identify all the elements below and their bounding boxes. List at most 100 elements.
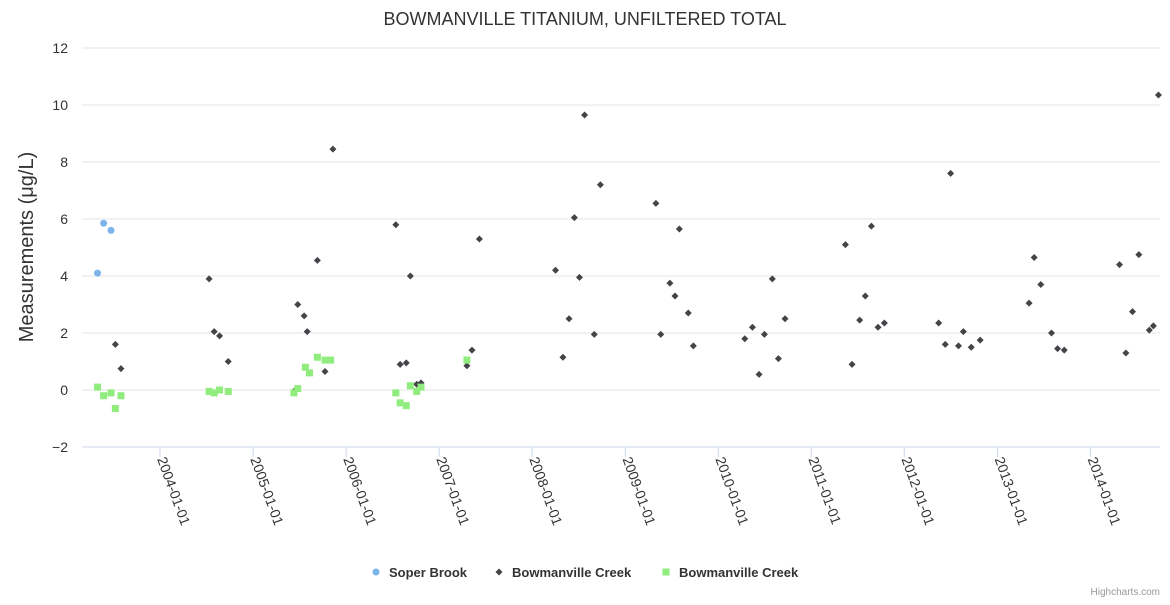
data-point [1128,308,1136,316]
series-square [94,353,471,413]
legend-item[interactable]: Bowmanville Creek [495,565,632,580]
legend-symbol-diamond [495,568,503,576]
data-point [329,145,337,153]
data-point [1047,329,1055,337]
data-point [874,323,882,331]
data-point [867,222,875,230]
data-point [107,389,115,397]
data-point [1030,253,1038,261]
y-tick-label: −2 [52,439,68,455]
data-point [321,367,329,375]
data-point [596,181,604,189]
data-point [1122,349,1130,357]
data-point [1037,281,1045,289]
data-point [107,226,115,234]
legend-symbol-circle [372,568,380,576]
data-point [841,241,849,249]
data-point [552,266,560,274]
data-point [290,389,298,397]
data-point [305,369,313,377]
data-point [402,402,410,410]
y-tick-label: 8 [60,154,68,170]
data-point [402,359,410,367]
legend-label: Bowmanville Creek [512,565,632,580]
data-point [581,111,589,119]
data-point [781,315,789,323]
data-point [976,336,984,344]
data-point [861,292,869,300]
data-point [1060,346,1068,354]
y-axis: −2 0 2 4 6 8 10 12 [52,40,68,455]
data-point [117,392,125,400]
data-point [967,343,975,351]
series-circle [94,219,115,277]
data-point [300,312,308,320]
data-point [675,225,683,233]
data-point [959,328,967,336]
data-point [210,328,218,336]
data-point [880,319,888,327]
data-point [475,235,483,243]
data-point [313,256,321,264]
data-point [565,315,573,323]
y-tick-label: 10 [52,97,68,113]
data-point [224,358,232,365]
credits-link[interactable]: Highcharts.com [1091,587,1160,598]
gridlines [82,47,1160,448]
legend-symbol-square [662,568,670,576]
data-point [216,386,224,394]
data-point [1145,326,1153,334]
data-point [941,340,949,348]
data-point [392,221,400,229]
data-point [590,330,598,338]
data-point [741,335,749,343]
data-point [652,199,660,207]
data-point [313,353,321,361]
series-diamond [111,91,1162,395]
data-point [856,316,864,324]
y-tick-label: 6 [60,211,68,227]
data-point [205,275,213,283]
data-point [406,382,414,390]
data-point [1154,91,1162,99]
data-point [205,387,213,395]
legend-label: Soper Brook [389,565,468,580]
data-point [575,273,583,281]
chart-title: BOWMANVILLE TITANIUM, UNFILTERED TOTAL [383,9,786,29]
data-point [748,323,756,331]
data-point [666,279,674,287]
data-point [417,383,425,391]
legend-item[interactable]: Soper Brook [372,565,468,580]
data-point [94,269,102,277]
data-point [406,272,414,280]
legend[interactable]: Soper Brook Bowmanville Creek Bowmanville … [372,565,799,580]
legend-item[interactable]: Bowmanville Creek [662,565,799,580]
data-point [396,399,404,407]
data-point [210,389,218,397]
y-tick-label: 12 [52,40,68,56]
data-point [117,365,125,373]
data-point [848,360,856,368]
data-point [321,356,329,364]
data-point [755,370,763,378]
data-point [1115,261,1123,269]
data-point [463,356,471,364]
data-point [1149,322,1157,330]
data-point [224,387,232,395]
data-point [303,328,311,336]
plot-area [94,91,1162,413]
data-point [768,275,776,283]
data-point [657,330,665,338]
y-axis-title: Measurements (μg/L) [16,152,38,342]
data-point [463,362,471,370]
data-point [327,356,335,364]
data-point [774,355,782,363]
data-point [111,340,119,348]
data-point [294,385,302,393]
data-point [1025,299,1033,307]
data-point [301,363,309,371]
data-point [671,292,679,300]
data-point [216,332,224,340]
